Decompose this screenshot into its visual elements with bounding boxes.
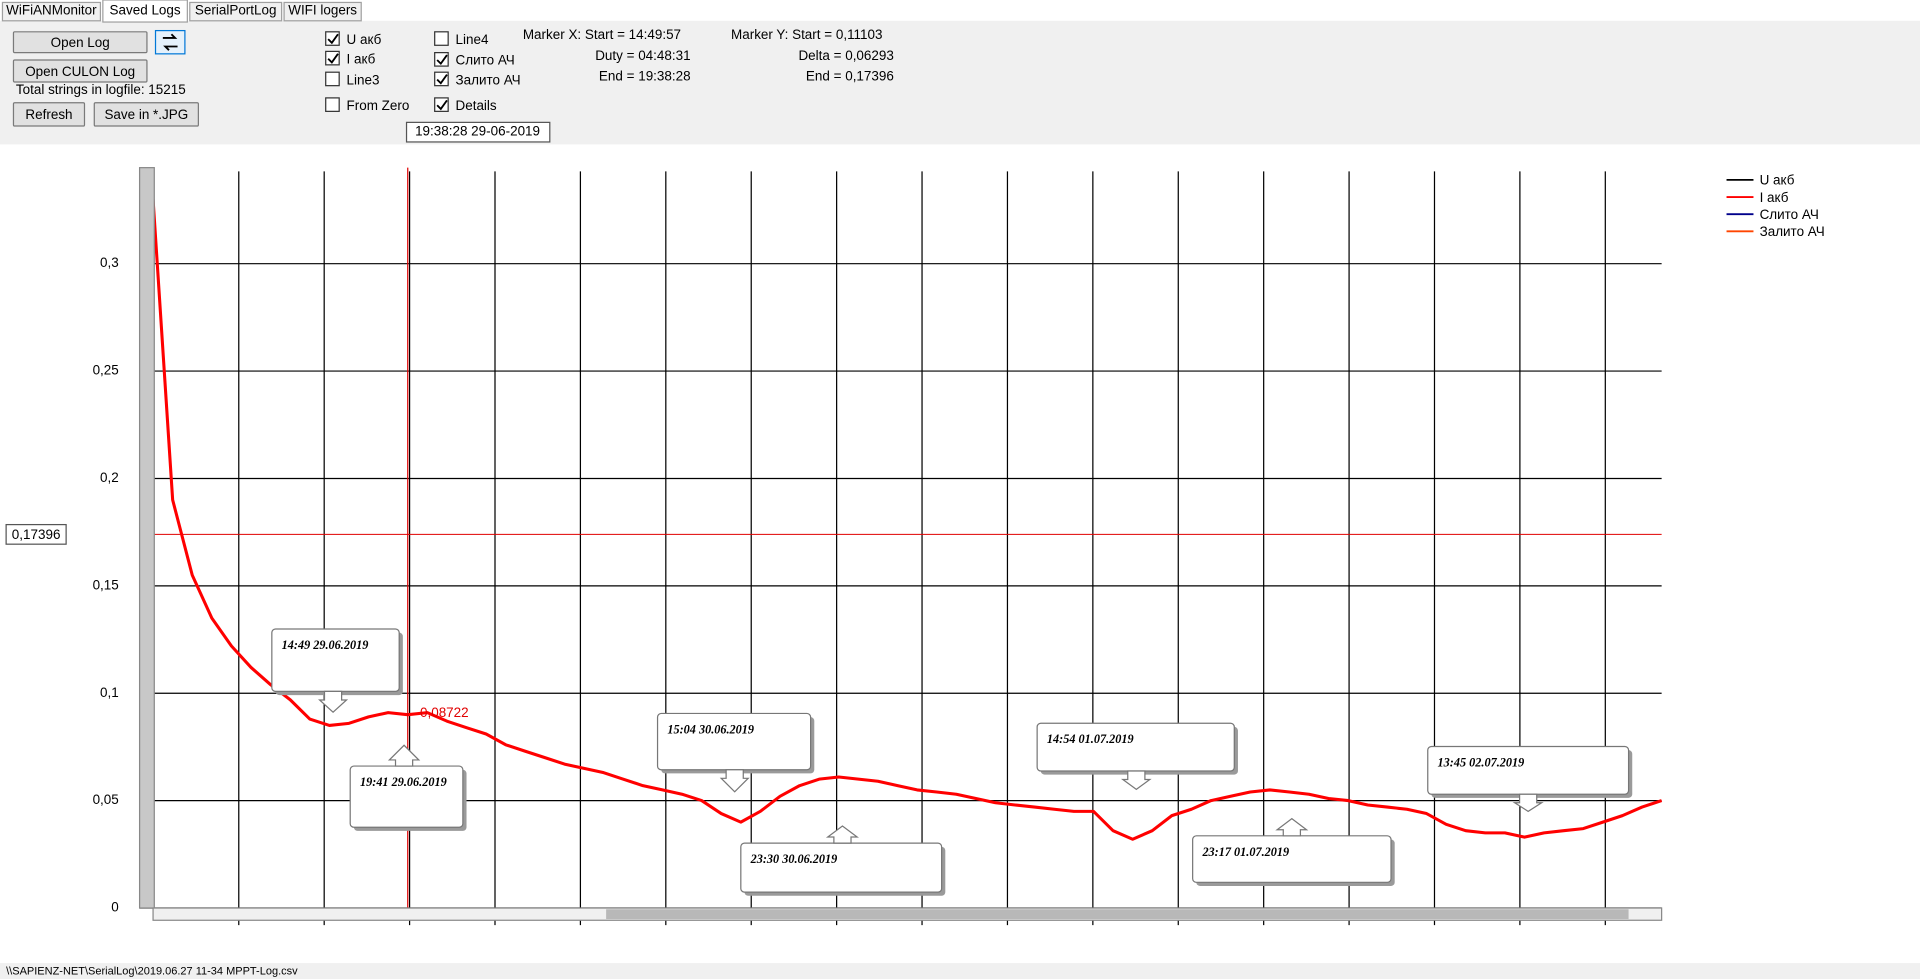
y-tick-label: 0,1: [100, 685, 119, 700]
checkbox[interactable]: [434, 97, 449, 112]
status-bar: [0, 963, 1920, 979]
tab-label[interactable]: WIFI logers: [288, 3, 357, 18]
marker-y-label: 0,17396: [12, 527, 61, 542]
marker-y-text: End = 0,17396: [806, 69, 894, 84]
legend-label: I акб: [1760, 190, 1789, 205]
status-path: \\SAPIENZ-NET\SerialLog\2019.06.27 11-34…: [6, 966, 298, 978]
checkbox-label[interactable]: U акб: [347, 32, 382, 47]
callout: [1036, 722, 1235, 772]
tab-label[interactable]: WiFiANMonitor: [6, 3, 97, 18]
callout-arrow: [387, 744, 421, 767]
refresh-icon-button[interactable]: [154, 29, 186, 55]
total-strings: Total strings in logfile: 15215: [16, 82, 186, 97]
callout-arrow: [1275, 817, 1309, 837]
callout-arrow: [1120, 770, 1152, 791]
annotation-text: 13:45 02.07.2019: [1438, 755, 1525, 769]
marker-x-text: Duty = 04:48:31: [595, 48, 690, 63]
checkbox-label[interactable]: Details: [456, 98, 497, 113]
callout-arrow: [318, 690, 349, 714]
y-tick-label: 0,05: [93, 792, 119, 807]
callout-arrow: [1512, 793, 1544, 813]
v-scrollbar[interactable]: [138, 167, 155, 909]
button[interactable]: [93, 102, 199, 127]
tab[interactable]: [102, 0, 188, 23]
checkbox[interactable]: [325, 71, 340, 87]
tab[interactable]: [283, 1, 362, 22]
callout: [1427, 745, 1630, 795]
checkbox-label[interactable]: Line3: [347, 72, 380, 87]
button-label[interactable]: Save in *.JPG: [104, 107, 188, 122]
checkmark: [327, 33, 339, 45]
checkbox-label[interactable]: Залито АЧ: [456, 72, 521, 87]
checkbox-label[interactable]: I акб: [347, 52, 376, 67]
marker-y-box: [5, 523, 67, 545]
tab[interactable]: [189, 1, 283, 22]
callout-arrow: [719, 769, 750, 793]
checkbox[interactable]: [325, 50, 340, 66]
legend-label: U акб: [1760, 173, 1795, 188]
button[interactable]: [12, 59, 148, 83]
checkbox[interactable]: [434, 71, 449, 87]
checkbox[interactable]: [325, 97, 340, 112]
checkmark: [436, 54, 448, 66]
button-label[interactable]: Open CULON Log: [25, 64, 135, 79]
checkbox-label[interactable]: Line4: [456, 32, 489, 47]
tab-label[interactable]: SerialPortLog: [195, 3, 277, 18]
y-tick-label: 0,25: [93, 363, 119, 378]
y-tick-label: 0,3: [100, 255, 119, 270]
annotation-text: 15:04 30.06.2019: [667, 722, 754, 736]
marker-y-text: Marker Y: Start = 0,11103: [731, 27, 882, 42]
button[interactable]: [12, 31, 148, 54]
series-line: [151, 199, 1663, 841]
date-box-text: 19:38:28 29-06-2019: [415, 124, 540, 139]
date-box: [405, 121, 551, 143]
marker-value: 0,08722: [420, 705, 469, 720]
checkmark: [436, 99, 448, 111]
tab-label[interactable]: Saved Logs: [110, 3, 181, 18]
callout-arrow: [825, 825, 859, 844]
annotation-text: 19:41 29.06.2019: [360, 775, 447, 789]
callout: [1192, 835, 1392, 883]
checkbox[interactable]: [434, 52, 449, 67]
annotation-text: 23:30 30.06.2019: [750, 852, 838, 866]
callout: [740, 842, 943, 893]
annotation-text: 14:54 01.07.2019: [1047, 732, 1134, 746]
marker-y-text: Delta = 0,06293: [798, 48, 893, 63]
y-tick-label: 0: [111, 900, 118, 915]
annotation-text: 23:17 01.07.2019: [1201, 845, 1289, 859]
checkbox[interactable]: [434, 31, 449, 46]
tab[interactable]: [1, 1, 102, 22]
marker-x-text: Marker X: Start = 14:49:57: [523, 27, 681, 42]
checkbox[interactable]: [325, 31, 340, 46]
button[interactable]: [12, 102, 86, 127]
button-label[interactable]: Refresh: [25, 107, 72, 122]
button-label[interactable]: Open Log: [51, 35, 110, 50]
checkbox-label[interactable]: Слито АЧ: [456, 53, 515, 68]
h-scroll-thumb[interactable]: [606, 909, 1629, 920]
legend-label: Слито АЧ: [1760, 207, 1819, 222]
annotation-text: 14:49 29.06.2019: [282, 638, 369, 652]
toolbar-panel: [0, 20, 1920, 145]
marker-x-text: End = 19:38:28: [599, 69, 691, 84]
y-tick-label: 0,15: [93, 577, 119, 592]
y-tick-label: 0,2: [100, 470, 119, 485]
legend-label: Залито АЧ: [1760, 224, 1825, 239]
checkbox-label[interactable]: From Zero: [347, 98, 410, 113]
checkmark: [327, 53, 339, 64]
checkmark: [436, 74, 448, 85]
refresh-icon: [162, 33, 178, 51]
